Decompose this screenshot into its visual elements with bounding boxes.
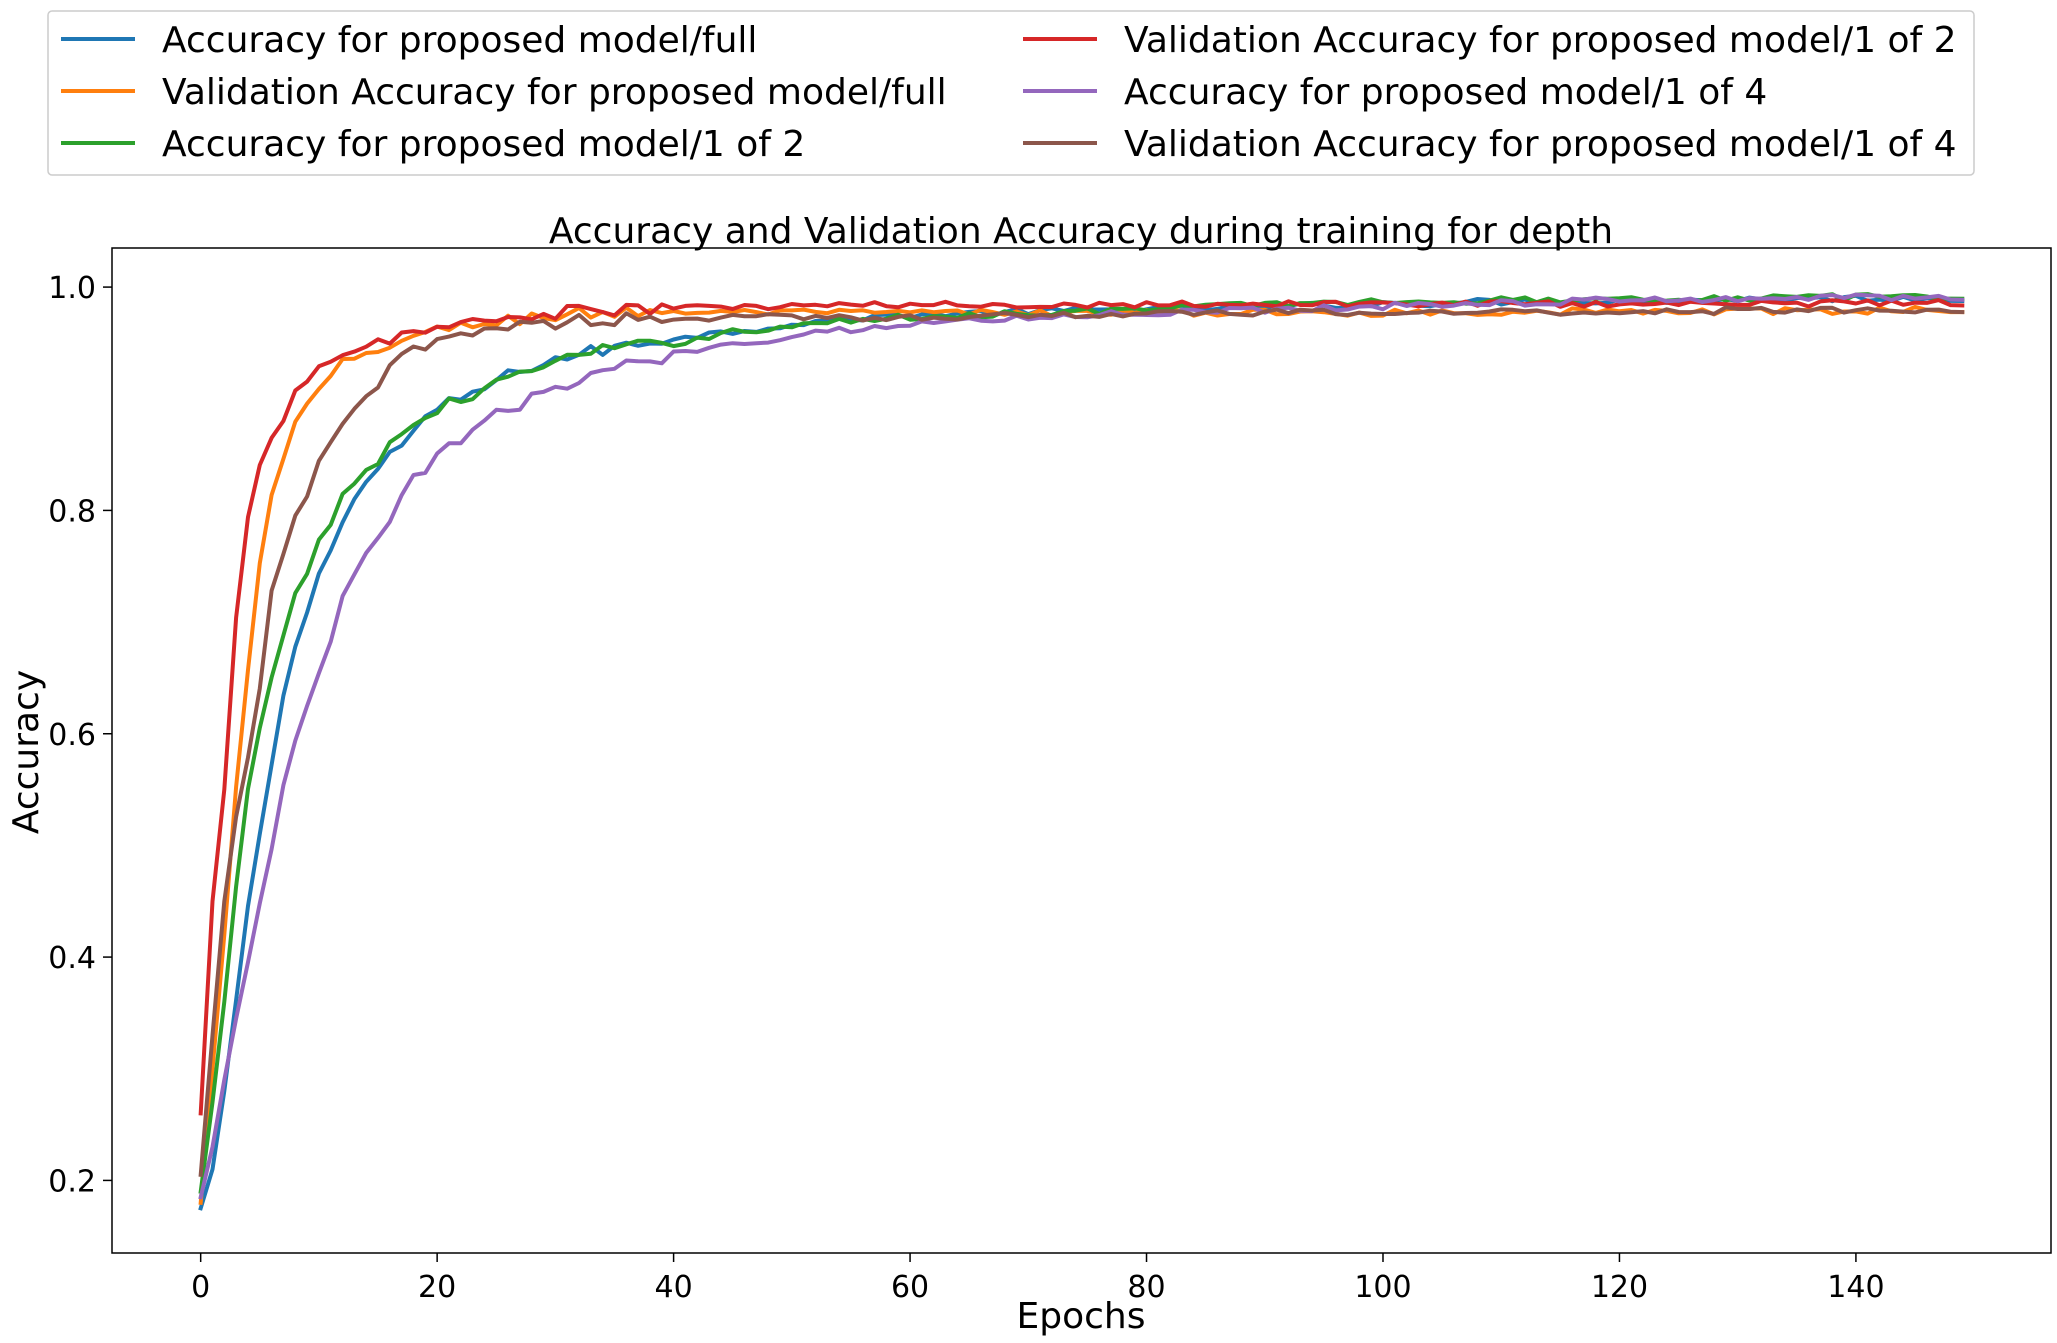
series-line-3 — [198, 292, 1965, 1194]
legend: Accuracy for proposed model/full Validati… — [47, 10, 1975, 176]
x-tick-label: 40 — [655, 1270, 693, 1305]
legend-frame — [47, 10, 1975, 176]
y-tick-label: 0.2 — [48, 1164, 96, 1199]
x-tick-label: 100 — [1354, 1270, 1411, 1305]
legend-label: Validation Accuracy for proposed model/1… — [1124, 20, 1957, 61]
x-tick-label: 60 — [891, 1270, 929, 1305]
series-line-6 — [198, 305, 1965, 1177]
x-tick-label: 120 — [1591, 1270, 1648, 1305]
legend-label: Validation Accuracy for proposed model/f… — [162, 72, 947, 113]
x-axis: 0 20 40 60 80 100 120 140 — [191, 1253, 1885, 1305]
x-tick-label: 0 — [191, 1270, 210, 1305]
legend-label: Accuracy for proposed model/1 of 4 — [1124, 72, 1767, 113]
series-line-4 — [198, 298, 1965, 1116]
y-axis: 0.2 0.4 0.6 0.8 1.0 — [48, 271, 112, 1199]
x-axis-label: Epochs — [1017, 1296, 1146, 1337]
y-tick-label: 1.0 — [48, 271, 96, 306]
series-lines — [198, 292, 1965, 1211]
x-tick-label: 140 — [1827, 1270, 1884, 1305]
legend-label: Validation Accuracy for proposed model/1… — [1124, 124, 1957, 165]
plot-area: 0 20 40 60 80 100 120 140 0.2 0.4 0.6 0.8 1.0 — [48, 247, 2052, 1305]
y-axis-label: Accuracy — [6, 670, 47, 834]
x-tick-label: 20 — [418, 1270, 456, 1305]
x-tick-label: 80 — [1127, 1270, 1165, 1305]
legend-label: Accuracy for proposed model/1 of 2 — [162, 124, 805, 165]
series-line-1 — [198, 293, 1965, 1211]
chart-title: Accuracy and Validation Accuracy during … — [549, 211, 1613, 252]
y-tick-label: 0.8 — [48, 494, 96, 529]
y-tick-label: 0.4 — [48, 941, 96, 976]
series-line-5 — [198, 292, 1965, 1200]
y-tick-label: 0.6 — [48, 718, 96, 753]
plot-frame — [111, 247, 2052, 1254]
legend-label: Accuracy for proposed model/full — [162, 20, 757, 61]
